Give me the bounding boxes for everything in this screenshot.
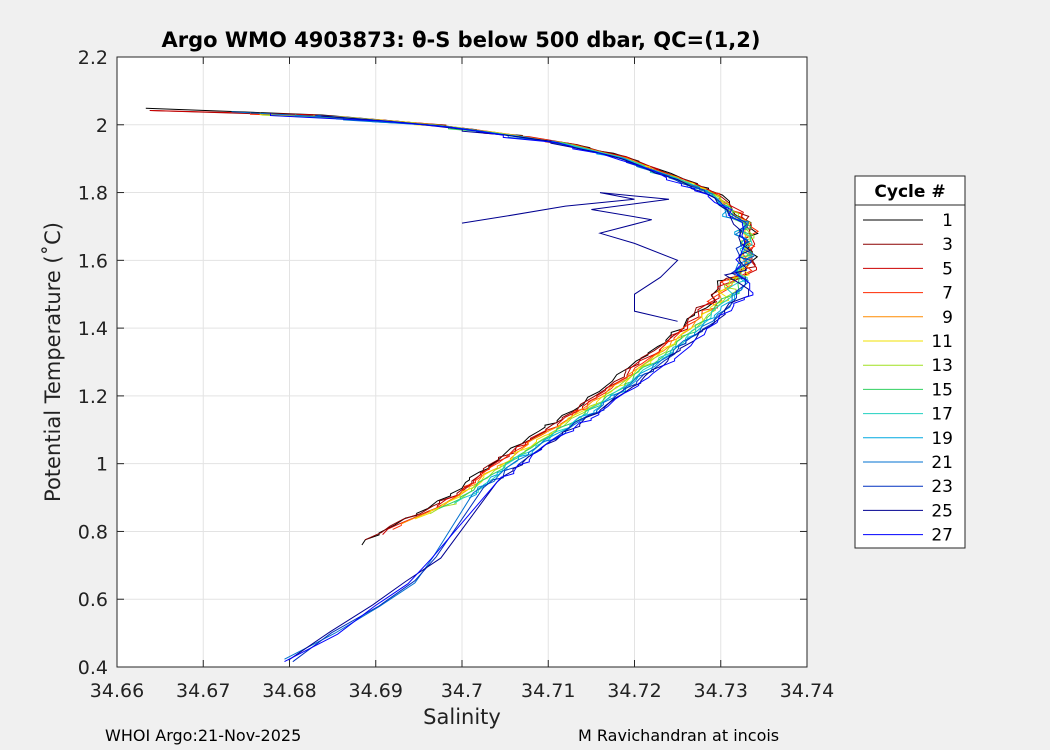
y-axis-label: Potential Temperature (˚C) <box>41 222 65 502</box>
legend-label-cycle-13: 13 <box>931 356 953 376</box>
y-tick-label: 1.4 <box>78 318 108 340</box>
x-tick-label: 34.7 <box>441 680 483 702</box>
y-tick-label: 0.4 <box>78 657 108 679</box>
x-tick-label: 34.72 <box>607 680 661 702</box>
y-axis-ticks: 0.4 0.6 0.8 1 1.2 1.4 1.6 1.8 2 2.2 <box>78 47 807 679</box>
x-tick-label: 34.67 <box>176 680 230 702</box>
legend-label-cycle-15: 15 <box>931 380 953 400</box>
profile-lines <box>145 107 760 663</box>
legend-label-cycle-1: 1 <box>942 211 953 231</box>
legend-label-cycle-11: 11 <box>931 332 953 352</box>
y-tick-label: 2 <box>96 115 108 137</box>
legend-label-cycle-27: 27 <box>931 526 953 546</box>
profile-line-cycle-25-intrusion <box>461 192 679 322</box>
x-tick-label: 34.74 <box>780 680 834 702</box>
y-tick-label: 1.2 <box>78 386 108 408</box>
profile-line-cycle-19 <box>317 115 751 499</box>
legend-label-cycle-21: 21 <box>931 453 953 473</box>
x-axis-ticks: 34.66 34.67 34.68 34.69 34.7 34.71 34.72 34.73 3… <box>90 57 834 702</box>
x-axis-label: Salinity <box>423 705 501 729</box>
legend-label-cycle-7: 7 <box>942 284 953 304</box>
legend-label-cycle-23: 23 <box>931 477 953 497</box>
x-tick-label: 34.73 <box>694 680 748 702</box>
y-tick-label: 0.6 <box>78 589 108 611</box>
legend-label-cycle-19: 19 <box>931 429 953 449</box>
y-tick-label: 1.6 <box>78 250 108 272</box>
x-tick-label: 34.68 <box>262 680 316 702</box>
legend-title: Cycle # <box>874 182 945 202</box>
legend-label-cycle-9: 9 <box>942 308 953 328</box>
footer-source: WHOI Argo:21-Nov-2025 <box>105 726 301 745</box>
y-tick-label: 1 <box>96 454 108 476</box>
x-tick-label: 34.66 <box>90 680 144 702</box>
legend-label-cycle-3: 3 <box>942 235 953 255</box>
profile-line-cycle-27 <box>270 113 754 663</box>
footer-credit: M Ravichandran at incois <box>578 726 779 745</box>
x-tick-label: 34.69 <box>349 680 403 702</box>
y-tick-label: 1.8 <box>78 183 108 205</box>
legend-label-cycle-25: 25 <box>931 501 953 521</box>
y-tick-label: 0.8 <box>78 521 108 543</box>
y-tick-label: 2.2 <box>78 47 108 69</box>
legend-label-cycle-17: 17 <box>931 405 953 425</box>
chart-title: Argo WMO 4903873: θ-S below 500 dbar, QC… <box>162 28 761 52</box>
legend-label-cycle-5: 5 <box>942 259 953 279</box>
x-tick-label: 34.71 <box>521 680 575 702</box>
